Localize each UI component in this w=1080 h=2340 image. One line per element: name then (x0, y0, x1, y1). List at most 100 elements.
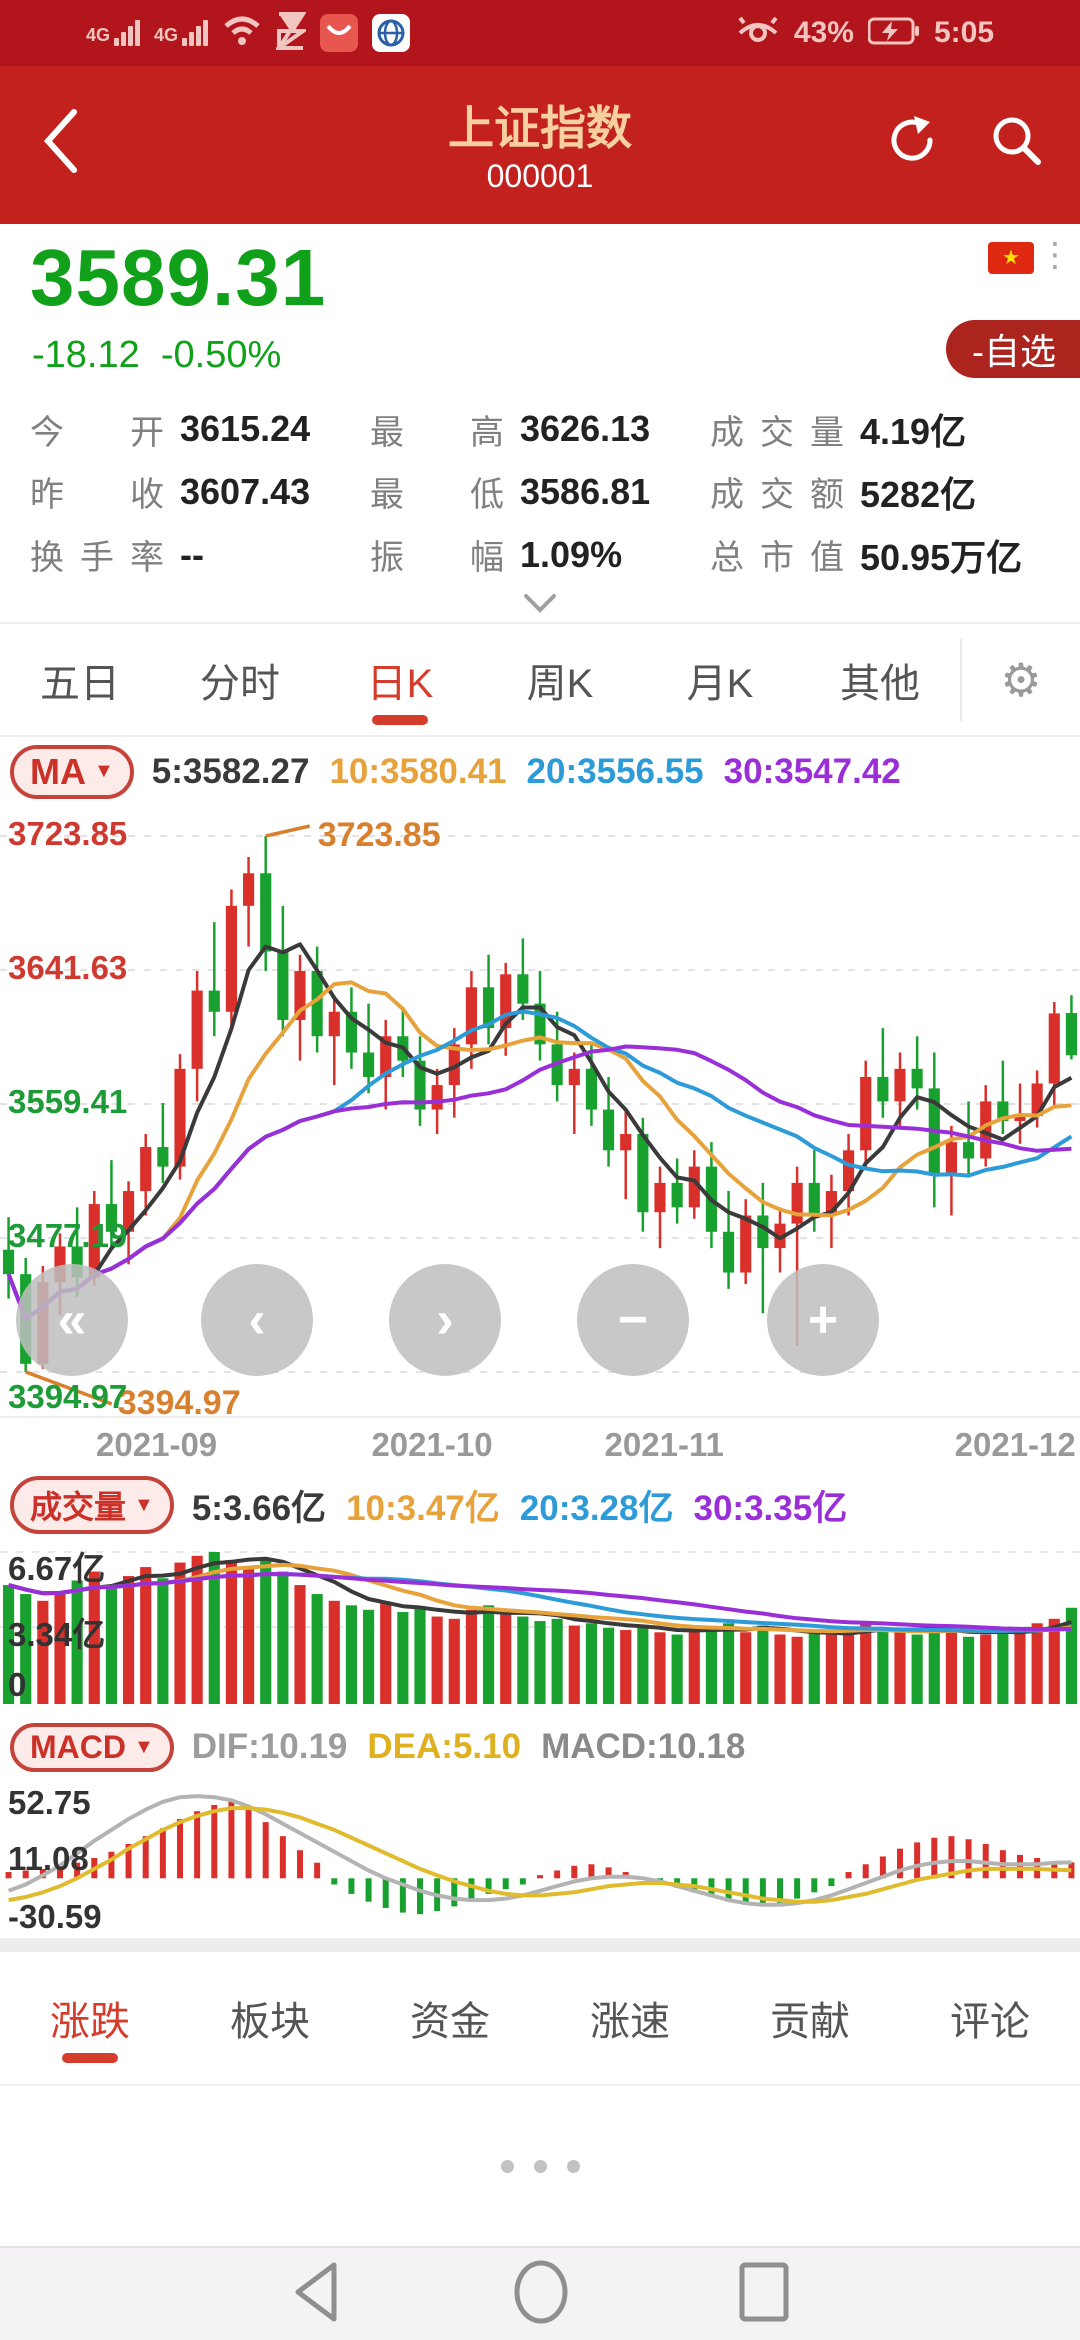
indicator-value: 20:3556.55 (526, 751, 704, 791)
kline-y-label: 3394.97 (8, 1378, 128, 1415)
clock-time: 5:05 (933, 16, 994, 49)
stat-cell: 最低 3586.81 (370, 461, 710, 524)
tab-贡献[interactable]: 贡献 (770, 2000, 850, 2044)
ma-selector-button[interactable]: MA ▼ (10, 744, 134, 799)
tab-评论[interactable]: 评论 (950, 2000, 1030, 2044)
x-axis: 2021-09 2021-10 2021-11 2021-12 (0, 1416, 1080, 1468)
stat-cell: 总市值 50.95万亿 (710, 523, 1080, 586)
eye-icon (736, 15, 780, 52)
more-menu-icon[interactable]: ⋮ (1038, 236, 1072, 274)
stock-code: 000001 (486, 158, 594, 194)
kline-y-label: 3559.41 (8, 1083, 128, 1120)
indicator-value: 30:3.35亿 (693, 1488, 848, 1528)
zoom-in-button[interactable]: + (767, 1264, 879, 1376)
indicator-value: DIF:10.19 (191, 1727, 348, 1766)
indicator-value: 5:3.66亿 (191, 1488, 327, 1528)
price-section: 3589.31 -18.12 -0.50% ★ ⋮ -自选 (0, 224, 1080, 388)
tab-月K[interactable]: 月K (686, 661, 754, 706)
macd-chart[interactable]: 52.75 11.08 -30.59 (0, 1784, 1080, 1938)
indicator-value: 20:3.28亿 (519, 1488, 674, 1528)
tab-日K[interactable]: 日K (320, 633, 480, 727)
pan-right-button[interactable]: › (389, 1264, 501, 1376)
tab-五日[interactable]: 五日 (40, 661, 120, 706)
volume-y-label: 0 (8, 1666, 27, 1703)
stat-label: 振幅 (370, 539, 504, 578)
tab-涨速[interactable]: 涨速 (590, 2000, 670, 2044)
stat-cell: 换手率 -- (30, 523, 370, 586)
stat-label: 成交额 (710, 476, 844, 515)
kline-chart[interactable]: 3723.85 3394.97 3723.85 3641.63 3559.41 3477.… (0, 806, 1080, 1416)
volume-chart[interactable]: 6.67亿 3.34亿 0 (0, 1542, 1080, 1708)
stat-label: 成交量 (710, 413, 844, 452)
bottom-tabs: 涨跌 板块 资金 涨速 贡献 评论 (0, 1952, 1080, 2086)
stat-label: 昨收 (30, 476, 164, 515)
pan-left-button[interactable]: ‹ (201, 1264, 313, 1376)
jump-start-button[interactable]: « (16, 1264, 128, 1376)
caret-down-icon: ▼ (134, 1493, 154, 1516)
network-type-label: 4G (86, 25, 111, 45)
page-indicator[interactable] (0, 2086, 1080, 2246)
refresh-button[interactable] (884, 112, 940, 173)
macd-indicator-row: MACD ▼ DIF:10.19 DEA:5.10 MACD:10.18 (0, 1708, 1080, 1786)
status-bar: 4G 4G (0, 0, 1080, 66)
battery-icon (867, 17, 920, 50)
browser-app-icon (372, 14, 411, 52)
svg-text:3723.85: 3723.85 (318, 816, 441, 854)
indicator-value: 10:3.47亿 (346, 1488, 500, 1528)
signal-icon-2: 4G (154, 20, 209, 46)
app-header: 上证指数 000001 (0, 66, 1080, 224)
stat-cell: 成交额 5282亿 (710, 461, 1080, 524)
svg-text:3394.97: 3394.97 (118, 1384, 241, 1416)
tab-分时[interactable]: 分时 (200, 661, 280, 706)
stat-value: 3626.13 (520, 408, 651, 450)
stat-label: 换手率 (30, 539, 164, 578)
back-button[interactable] (38, 106, 82, 181)
stat-label: 总市值 (710, 539, 844, 578)
tab-其他[interactable]: 其他 (840, 661, 920, 706)
stat-label: 最高 (370, 413, 504, 452)
stat-label: 最低 (370, 476, 504, 515)
macd-y-label: 52.75 (8, 1784, 91, 1821)
current-price: 3589.31 (30, 233, 327, 322)
indicator-value: 5:3582.27 (151, 751, 310, 791)
hourglass-icon (272, 11, 310, 55)
chart-settings-gear-icon[interactable]: ⚙ (960, 638, 1080, 721)
kline-y-label: 3723.85 (8, 815, 128, 852)
indicator-value: DEA:5.10 (367, 1727, 522, 1766)
stat-value: 3615.24 (180, 408, 311, 450)
stat-cell: 昨收 3607.43 (30, 461, 370, 524)
nav-recents-button[interactable] (738, 2261, 790, 2328)
huawei-app-icon (320, 14, 359, 52)
nav-home-button[interactable] (511, 2259, 571, 2330)
tab-板块[interactable]: 板块 (230, 2000, 310, 2044)
stat-value: 5282亿 (860, 473, 977, 515)
x-axis-label: 2021-10 (371, 1426, 493, 1463)
remove-watchlist-button[interactable]: -自选 (946, 320, 1080, 378)
stat-label: 今开 (30, 413, 164, 452)
price-change: -18.12 -0.50% (32, 334, 282, 376)
x-axis-label: 2021-11 (604, 1426, 724, 1463)
china-flag-icon: ★ (988, 242, 1034, 274)
chart-period-tabs: 五日 分时 日K 周K 月K 其他 ⚙ (0, 622, 1080, 737)
tab-周K[interactable]: 周K (526, 661, 594, 706)
volume-y-label: 6.67亿 (8, 1550, 106, 1587)
dot-icon (566, 2159, 580, 2173)
search-button[interactable] (988, 112, 1044, 173)
kline-y-label: 3641.63 (8, 949, 128, 986)
macd-selector-button[interactable]: MACD ▼ (10, 1722, 174, 1772)
stat-value: 1.09% (520, 533, 623, 575)
stat-cell: 成交量 4.19亿 (710, 398, 1080, 461)
nav-back-button[interactable] (290, 2261, 344, 2328)
caret-down-icon: ▼ (133, 1735, 154, 1758)
tab-资金[interactable]: 资金 (410, 2000, 490, 2044)
battery-percent: 43% (793, 16, 854, 49)
tab-涨跌[interactable]: 涨跌 (0, 1963, 180, 2073)
dot-icon (533, 2159, 547, 2173)
stat-cell: 最高 3626.13 (370, 398, 710, 461)
expand-stats-button[interactable] (0, 592, 1080, 622)
volume-selector-button[interactable]: 成交量 ▼ (10, 1476, 174, 1534)
zoom-out-button[interactable]: − (577, 1264, 689, 1376)
stat-cell: 今开 3615.24 (30, 398, 370, 461)
wifi-icon (222, 14, 262, 53)
android-nav-bar (0, 2246, 1080, 2340)
